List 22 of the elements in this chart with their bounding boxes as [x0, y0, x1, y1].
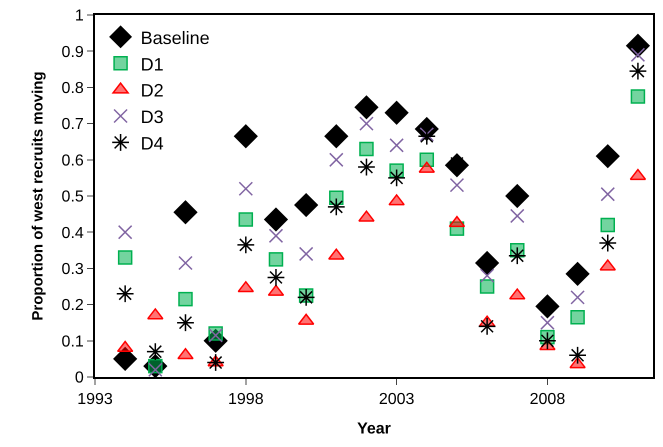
x-tick-label: 1998 — [228, 391, 264, 408]
legend-label: D3 — [140, 107, 164, 128]
y-tick-label: 1 — [74, 8, 84, 25]
y-tick-label: 0.8 — [62, 80, 84, 97]
y-tick-label: 0.1 — [62, 333, 84, 350]
legend-label: D1 — [140, 54, 164, 74]
y-axis-title: Proportion of west recruits moving — [29, 71, 46, 321]
x-tick-label: 2008 — [530, 391, 566, 408]
x-tick-label: 2003 — [378, 391, 415, 408]
y-tick-label: 0.4 — [62, 224, 84, 242]
y-tick-label: 0.6 — [62, 152, 84, 170]
legend-label: Baseline — [140, 28, 210, 48]
legend-label: D4 — [140, 133, 164, 154]
y-tick-label: 0 — [74, 370, 84, 387]
x-axis-title: Year — [357, 420, 391, 438]
y-tick-label: 0.9 — [62, 44, 84, 61]
y-tick-label: 0.7 — [62, 116, 84, 134]
y-tick-label: 0.5 — [62, 188, 84, 206]
x-tick-label: 1993 — [77, 391, 113, 408]
legend-label: D2 — [140, 80, 164, 101]
y-tick-label: 0.2 — [62, 297, 84, 314]
y-tick-label: 0.3 — [62, 261, 84, 278]
